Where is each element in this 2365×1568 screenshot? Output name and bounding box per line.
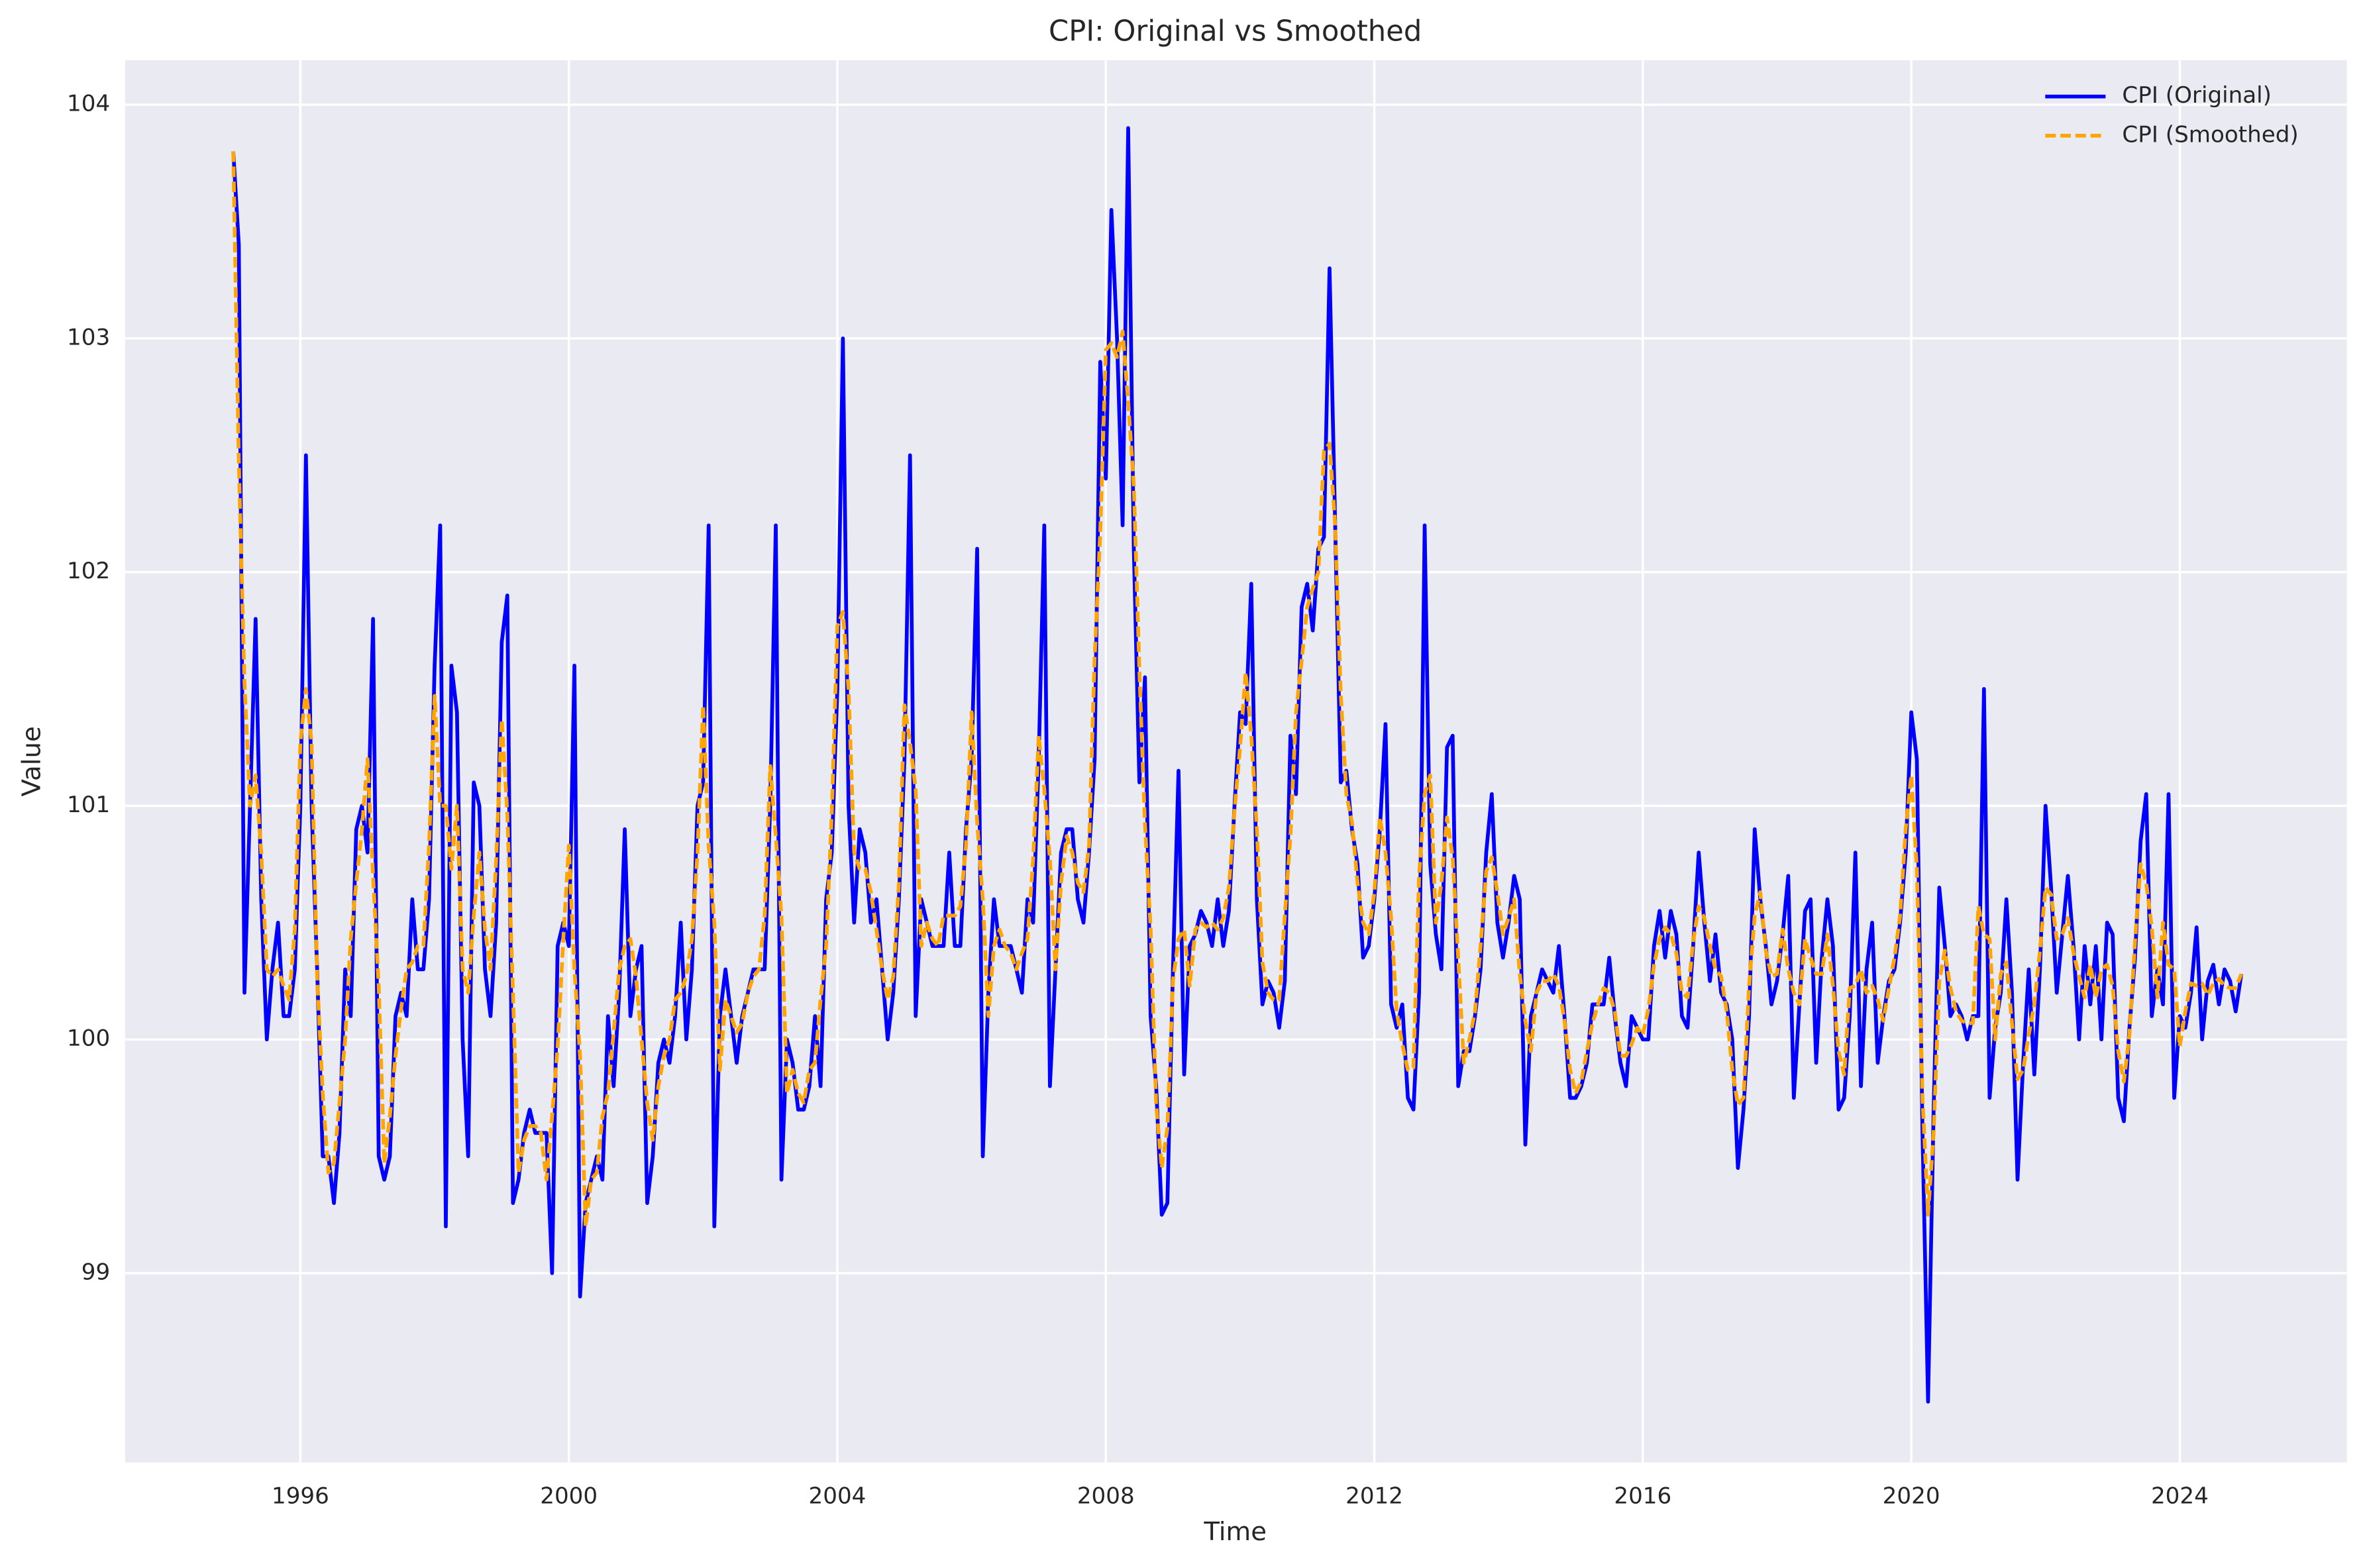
x-axis-label: Time (1203, 1517, 1267, 1547)
legend-label: CPI (Smoothed) (2122, 121, 2298, 148)
legend-label: CPI (Original) (2122, 82, 2272, 109)
x-tick-label: 2012 (1345, 1483, 1403, 1510)
y-axis-label: Value (17, 726, 47, 796)
x-tick-label: 2008 (1077, 1483, 1135, 1510)
y-tick-label: 103 (67, 324, 110, 350)
y-tick-label: 99 (81, 1259, 110, 1285)
lines (231, 126, 2244, 1404)
y-tick-label: 100 (67, 1025, 110, 1052)
legend: CPI (Original) CPI (Smoothed) (2045, 82, 2299, 148)
series-line (231, 151, 2243, 1229)
chart-title: CPI: Original vs Smoothed (1049, 15, 1422, 48)
y-tick-label: 101 (67, 792, 110, 818)
x-tick-label: 2004 (809, 1483, 867, 1510)
x-tick-label: 1996 (272, 1483, 329, 1510)
y-tick-label: 104 (67, 91, 110, 117)
x-tick-label: 2024 (2151, 1483, 2209, 1510)
x-tick-label: 2020 (1883, 1483, 1940, 1510)
x-tick-label: 2000 (540, 1483, 598, 1510)
x-tick-label: 2016 (1614, 1483, 1671, 1510)
y-tick-label: 102 (67, 558, 110, 584)
